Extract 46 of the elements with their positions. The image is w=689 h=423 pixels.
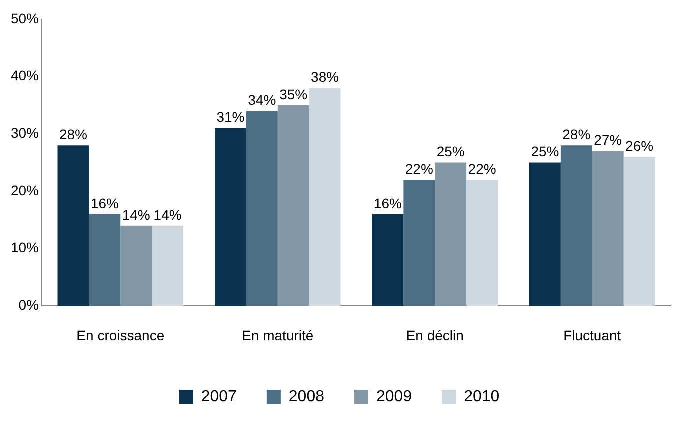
bar	[214, 128, 246, 306]
bar	[592, 151, 624, 306]
bar	[624, 157, 656, 306]
data-label: 35%	[280, 86, 308, 102]
data-label: 16%	[90, 195, 119, 212]
y-tick-label: 40%	[10, 68, 40, 84]
y-tick-label: 30%	[10, 124, 40, 141]
bar	[152, 226, 184, 306]
legend-label: 2008	[288, 388, 325, 406]
data-label: 25%	[436, 144, 465, 160]
data-label: 34%	[248, 92, 276, 108]
legend-label: 2007	[201, 388, 238, 406]
data-label: 38%	[311, 69, 340, 86]
y-tick-label: 10%	[10, 240, 40, 256]
bar	[435, 162, 467, 306]
bar	[309, 88, 341, 306]
data-label: 26%	[626, 138, 654, 154]
data-label: 16%	[374, 195, 402, 212]
data-label: 14%	[154, 206, 182, 223]
y-tick-label: 0%	[18, 297, 40, 314]
bar	[466, 180, 498, 306]
x-tick-label: En croissance	[76, 327, 165, 344]
bar	[89, 214, 121, 306]
x-tick-label: En déclin	[406, 327, 464, 344]
bar	[120, 226, 152, 306]
bar	[246, 111, 278, 306]
bar	[278, 105, 310, 306]
legend-label: 2010	[464, 388, 500, 406]
data-label: 22%	[405, 160, 434, 177]
x-tick-label: En maturité	[242, 327, 314, 344]
y-tick-label: 20%	[10, 182, 40, 198]
bar	[529, 162, 561, 306]
data-label: 28%	[59, 126, 88, 142]
bar	[560, 146, 592, 306]
bar	[58, 146, 90, 306]
data-label: 27%	[594, 132, 622, 148]
y-tick-label: 50%	[10, 10, 40, 26]
x-tick-label: Fluctuant	[564, 327, 622, 344]
bar	[372, 214, 404, 306]
legend-label: 2009	[376, 388, 412, 406]
data-label: 22%	[468, 160, 496, 177]
data-label: 25%	[531, 144, 560, 160]
data-label: 31%	[216, 109, 245, 126]
data-label: 28%	[562, 126, 591, 142]
data-label: 14%	[122, 206, 150, 223]
bar	[404, 180, 436, 306]
